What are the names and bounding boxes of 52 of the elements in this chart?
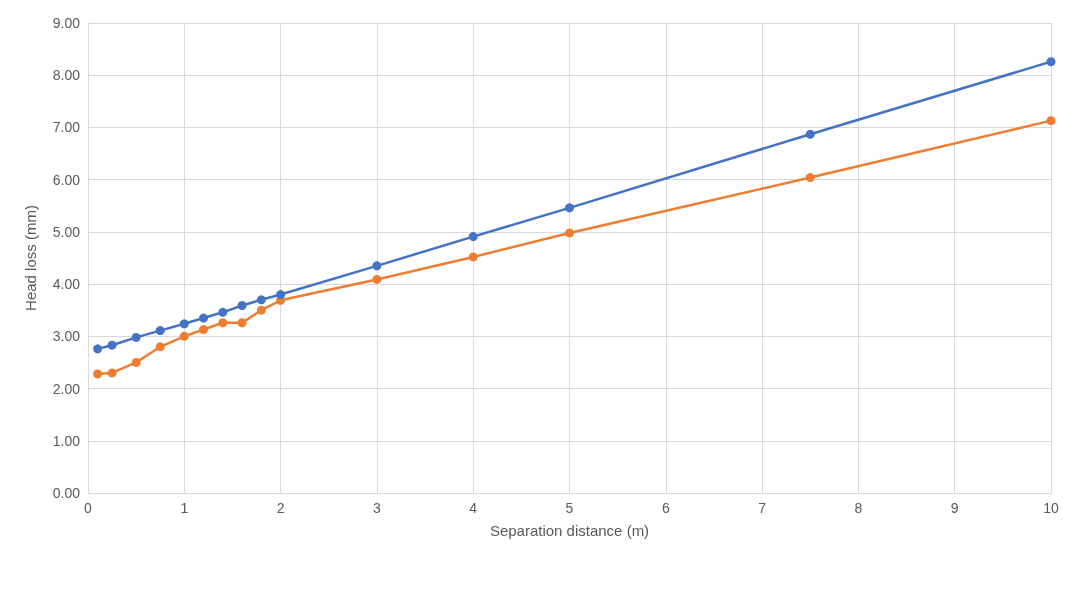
point bbox=[565, 228, 574, 238]
point bbox=[218, 318, 228, 328]
point bbox=[155, 326, 165, 336]
x-tick-label: 8 bbox=[854, 500, 863, 516]
point bbox=[199, 325, 209, 335]
point bbox=[468, 232, 478, 242]
point bbox=[107, 368, 117, 378]
point bbox=[179, 331, 189, 341]
point bbox=[256, 295, 266, 305]
y-tick-label: 9.00 bbox=[52, 15, 81, 31]
point bbox=[199, 313, 209, 323]
x-tick-label: 5 bbox=[565, 500, 574, 516]
point bbox=[155, 342, 165, 352]
point bbox=[256, 305, 266, 315]
y-tick-label: 2.00 bbox=[52, 380, 81, 397]
point bbox=[276, 290, 286, 300]
point bbox=[1046, 116, 1056, 126]
point bbox=[179, 319, 189, 329]
point bbox=[372, 261, 382, 271]
y-tick-label: 3.00 bbox=[52, 328, 81, 345]
y-tick-label: 7.00 bbox=[52, 119, 81, 136]
point bbox=[237, 301, 247, 311]
point bbox=[237, 318, 247, 328]
x-tick-label: 7 bbox=[758, 500, 767, 516]
y-tick-label: 0.00 bbox=[52, 485, 81, 501]
point bbox=[107, 340, 117, 350]
x-tick-label: 4 bbox=[469, 500, 478, 516]
x-tick-label: 9 bbox=[950, 500, 959, 516]
point bbox=[93, 344, 103, 354]
y-tick-label: 4.00 bbox=[52, 276, 81, 293]
x-axis-title: Separation distance (m) bbox=[489, 522, 650, 539]
y-tick-label: 1.00 bbox=[52, 432, 81, 449]
x-tick-label: 2 bbox=[276, 500, 285, 516]
y-tick-label: 5.00 bbox=[52, 223, 81, 240]
point bbox=[805, 173, 815, 183]
point bbox=[131, 357, 141, 367]
point bbox=[372, 274, 382, 284]
point bbox=[93, 369, 103, 379]
point bbox=[468, 252, 478, 262]
y-tick-label: 6.00 bbox=[52, 171, 81, 188]
y-axis-title: Head loss (mm) bbox=[22, 205, 39, 311]
x-tick-label: 1 bbox=[180, 500, 189, 516]
point bbox=[805, 129, 815, 139]
point bbox=[1046, 57, 1056, 67]
x-tick-label: 0 bbox=[84, 500, 93, 516]
point bbox=[218, 307, 228, 317]
y-tick-label: 8.00 bbox=[52, 67, 81, 84]
point bbox=[131, 332, 141, 342]
point bbox=[565, 203, 574, 213]
x-tick-label: 3 bbox=[373, 500, 381, 516]
x-tick-label: 10 bbox=[1043, 500, 1059, 516]
x-tick-label: 6 bbox=[661, 500, 670, 516]
